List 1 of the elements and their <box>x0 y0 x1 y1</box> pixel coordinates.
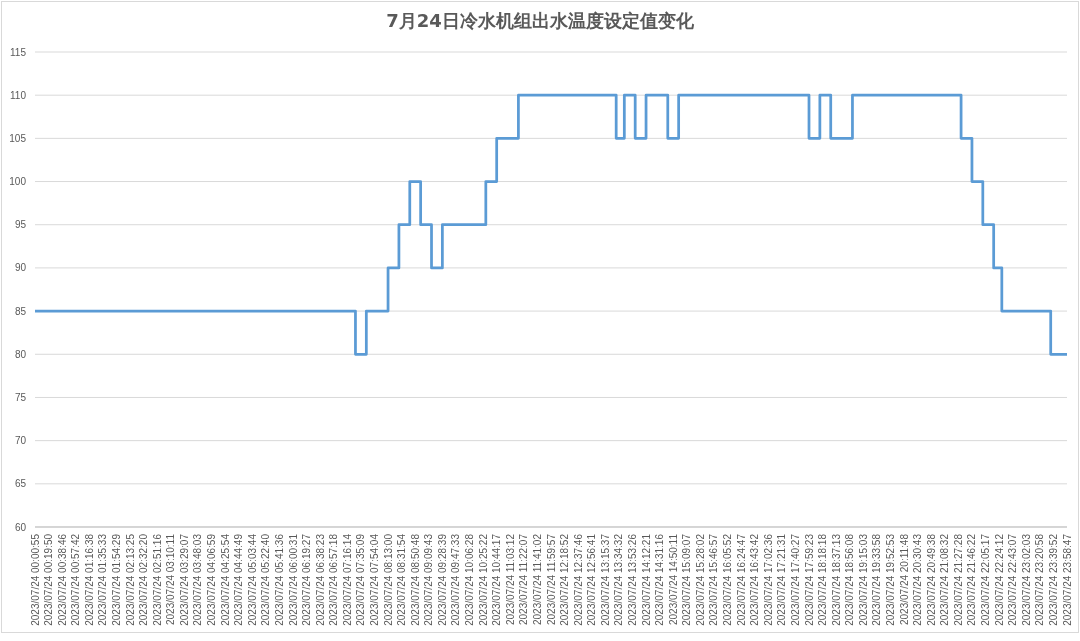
title: 7月24日冷水机组出水温度设定值变化 <box>386 10 694 31</box>
